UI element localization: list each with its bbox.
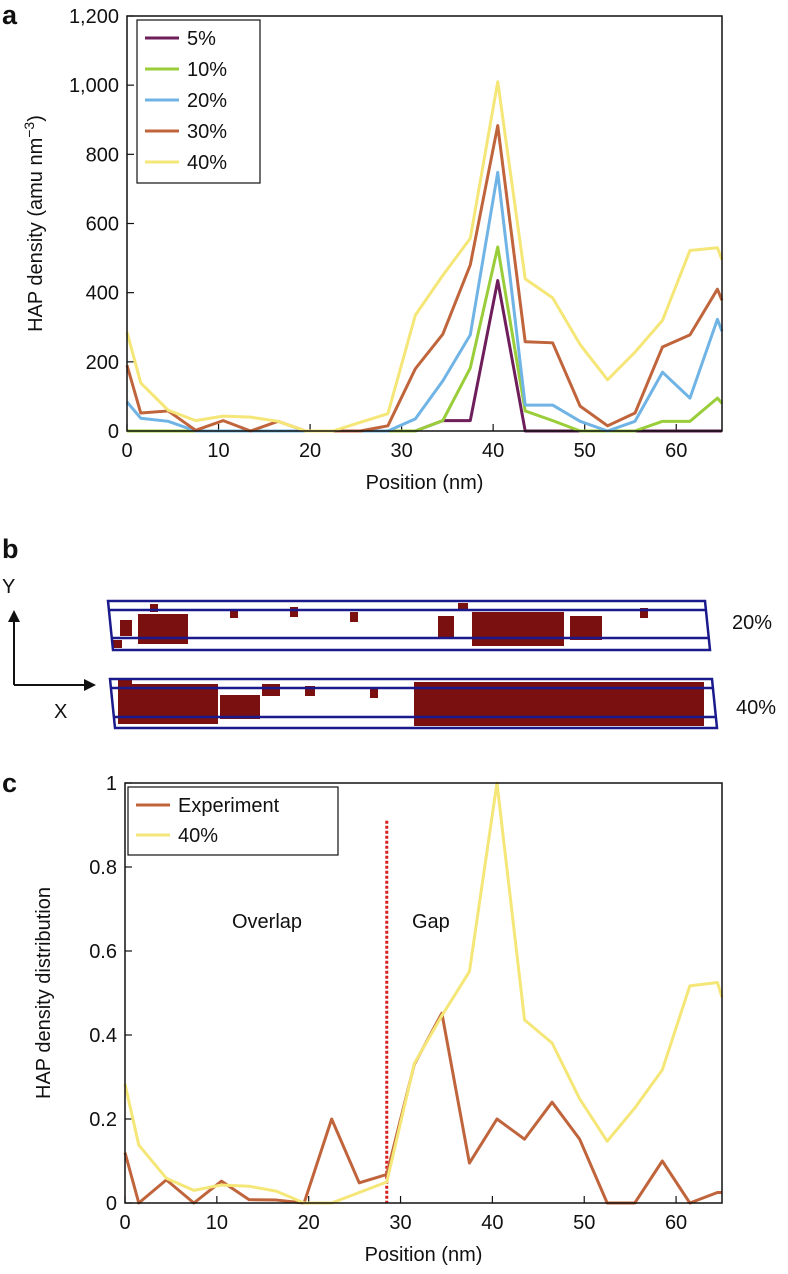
axis-name: X [54,701,67,723]
annotation: Overlap [232,911,302,933]
y-tick-label: 0.2 [89,1109,117,1131]
series-line [123,1011,722,1205]
arrow-head [8,610,20,622]
y-tick-label: 0.8 [89,857,117,879]
y-tick-label: 1,200 [69,6,119,28]
series-line [123,781,724,1205]
y-axis-label-end: ) [25,115,47,122]
x-tick-label: 10 [206,1212,228,1234]
y-tick-label: 1,000 [69,75,119,97]
legend-label: Experiment [178,795,280,817]
series-line [127,245,724,433]
series-line [125,124,724,433]
x-tick-label: 20 [298,1212,320,1234]
x-axis-label: Position (nm) [365,1244,483,1266]
y-axis-label: HAP density distribution [33,887,55,1099]
legend-box [127,786,339,856]
x-tick-label: 40 [482,440,504,462]
panel-label: c [2,768,17,798]
y-tick-label: 200 [86,352,119,374]
simulation-box [106,599,719,730]
y-tick-label: 1 [106,773,117,795]
x-axis-label: Position (nm) [366,472,484,494]
x-tick-label: 30 [389,1212,411,1234]
panel-label: b [2,534,19,564]
arrow-head [84,679,96,691]
y-tick-label: 0 [108,421,119,443]
axis-name: Y [2,576,15,598]
x-tick-label: 40 [481,1212,503,1234]
y-tick-label: 0.6 [89,941,117,963]
simulation-label: 20% [732,612,772,634]
simulation-label: 40% [736,697,776,719]
legend-label: 5% [187,28,216,50]
x-tick-label: 60 [665,1212,687,1234]
y-axis-label: HAP density (amu nm−3) [21,115,47,332]
plot-frame [126,15,723,432]
particles [112,603,704,726]
x-tick-label: 30 [390,440,412,462]
simulation-view: Y X 20% 40% [2,576,776,730]
y-tick-label: 0 [106,1193,117,1215]
plot-frame [124,782,723,1204]
x-tick-label: 20 [299,440,321,462]
y-tick-label: 0.4 [89,1025,117,1047]
legend-label: 30% [187,121,227,143]
x-tick-label: 50 [574,440,596,462]
legend-label: 20% [187,90,227,112]
legend-label: 40% [187,152,227,174]
y-axis-label-sup: −3 [21,122,37,138]
x-tick-label: 0 [121,440,132,462]
legend-label: 10% [187,59,227,81]
x-tick-label: 10 [207,440,229,462]
legend-label: 40% [178,825,218,847]
x-tick-label: 60 [665,440,687,462]
y-tick-label: 800 [86,144,119,166]
panel-label: a [2,0,18,30]
y-tick-label: 400 [86,283,119,305]
annotation: Gap [412,911,450,933]
y-axis-label-text: HAP density (amu nm [25,138,47,332]
y-axis-label-text: HAP density distribution [33,887,55,1099]
x-tick-label: 50 [573,1212,595,1234]
y-tick-label: 600 [86,214,119,236]
x-tick-label: 0 [119,1212,130,1234]
series-line [125,80,724,433]
